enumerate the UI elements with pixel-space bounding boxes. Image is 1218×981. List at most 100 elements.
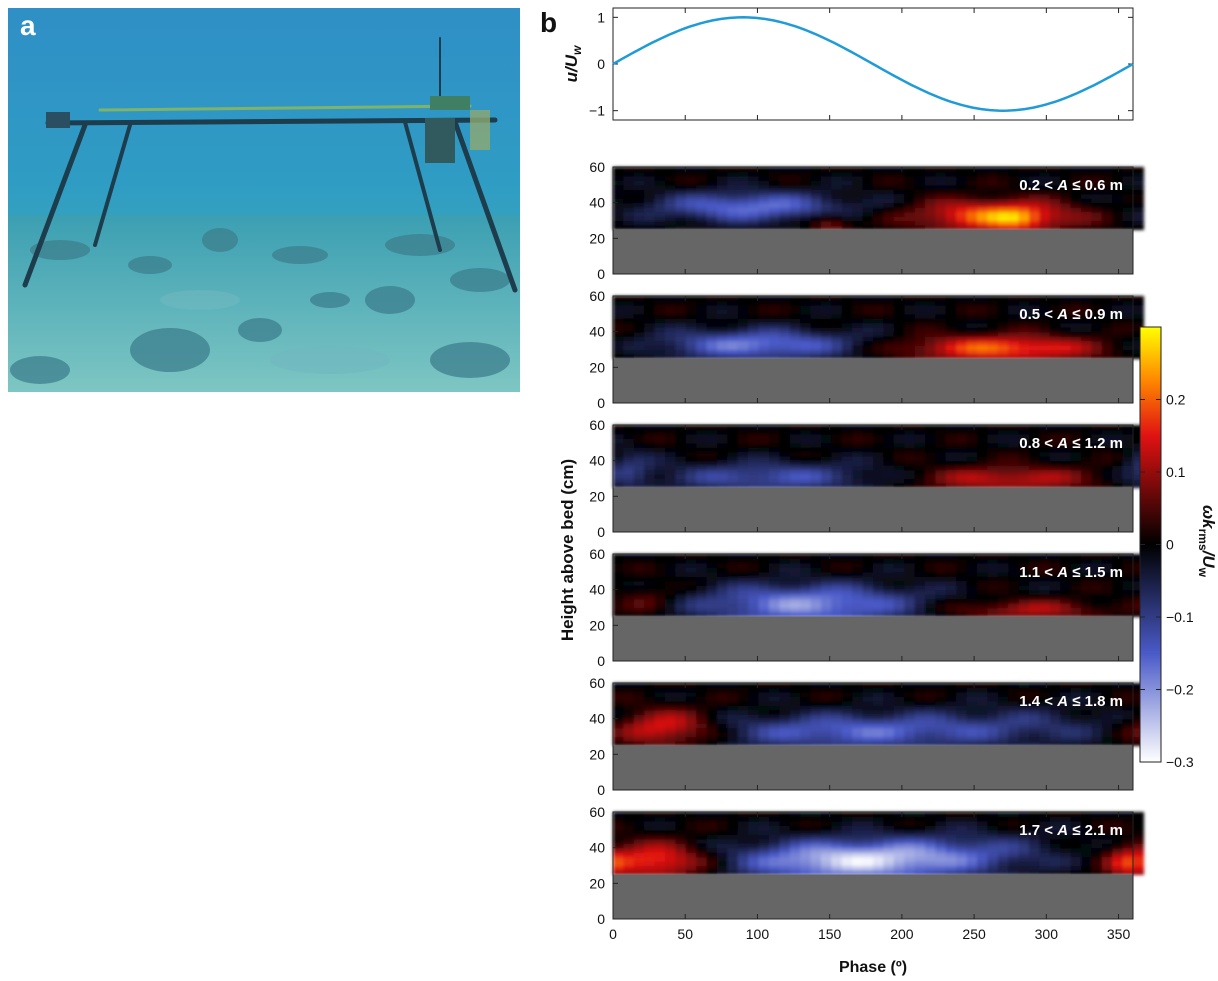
heatmap-cell: [1122, 198, 1134, 204]
heatmap-cell: [1133, 705, 1144, 711]
heatmap-cell: [987, 576, 999, 582]
heatmap-cell: [1039, 451, 1051, 457]
heatmap-cell: [769, 175, 780, 181]
heatmap-cell: [1070, 451, 1082, 457]
heatmap-cell: [1008, 687, 1020, 693]
heatmap-cell: [1091, 224, 1103, 231]
heatmap-cell: [1049, 598, 1061, 604]
heatmap-cell: [800, 594, 812, 600]
heatmap-cell: [789, 567, 801, 573]
heatmap-cell: [904, 861, 916, 867]
heatmap-cell: [1039, 696, 1051, 702]
heatmap-cell: [613, 812, 624, 818]
heatmap-cell: [1029, 589, 1040, 595]
heatmap-cell: [675, 607, 687, 613]
heatmap-cell: [956, 180, 968, 186]
heatmap-cell: [831, 438, 843, 444]
heatmap-cell: [966, 456, 978, 462]
heatmap-cell: [644, 696, 656, 702]
heatmap-cell: [1049, 736, 1061, 742]
heatmap-cell: [737, 220, 749, 226]
heatmap-cell: [1101, 585, 1113, 591]
heatmap-cell: [706, 852, 718, 858]
heatmap-cell: [800, 447, 812, 453]
heatmap-cell: [737, 460, 749, 466]
heatmap-cell: [1008, 207, 1020, 213]
heatmap-cell: [821, 300, 832, 306]
heatmap-cell: [675, 469, 687, 475]
heatmap-cell: [748, 433, 760, 439]
heatmap-cell: [613, 558, 624, 564]
heatmap-cell: [987, 313, 999, 319]
heatmap-cell: [1008, 589, 1020, 595]
heatmap-cell: [727, 856, 739, 862]
heatmap-cell: [873, 193, 884, 199]
heatmap-cell: [997, 714, 1009, 720]
heatmap-cell: [758, 607, 770, 613]
heatmap-cell: [758, 571, 770, 577]
heatmap-cell: [789, 345, 801, 351]
heatmap-cell: [1049, 482, 1061, 489]
heatmap-cell: [1060, 331, 1072, 337]
heatmap-cell: [706, 812, 718, 818]
heatmap-cell: [1081, 469, 1092, 475]
heatmap-cell: [841, 740, 853, 747]
heatmap-cell: [758, 345, 770, 351]
heatmap-cell: [873, 838, 884, 844]
heatmap-cell: [1101, 433, 1113, 439]
heatmap-cell: [737, 696, 749, 702]
heatmap-cell: [1018, 309, 1030, 315]
heatmap-cell: [966, 843, 978, 849]
heatmap-cell: [977, 189, 988, 195]
heatmap-cell: [1060, 300, 1072, 306]
heatmap-cell: [904, 198, 916, 204]
heatmap-cell: [685, 838, 697, 844]
heatmap-cell: [977, 451, 988, 457]
heatmap-cell: [654, 438, 666, 444]
heatmap-cell: [935, 732, 947, 738]
heatmap-cell: [883, 345, 895, 351]
heatmap-cell: [665, 318, 676, 324]
heatmap-cell: [873, 345, 884, 351]
heatmap-cell: [862, 309, 874, 315]
heatmap-cell: [1101, 607, 1113, 613]
heatmap-cell: [945, 834, 957, 840]
heatmap-cell: [727, 825, 739, 831]
heatmap-cell: [893, 216, 905, 222]
heatmap-cell: [789, 611, 801, 618]
heatmap-cell: [654, 825, 666, 831]
heatmap-cell: [758, 189, 770, 195]
heatmap-cell: [789, 211, 801, 217]
heatmap-cell: [1081, 309, 1092, 315]
heatmap-cell: [1091, 327, 1103, 333]
heatmap-cell: [748, 474, 760, 480]
heatmap-cell: [956, 723, 968, 729]
heatmap-cell: [1070, 425, 1082, 431]
heatmap-cell: [1070, 345, 1082, 351]
heatmap-cell: [1070, 220, 1082, 226]
heatmap-cell: [914, 594, 926, 600]
heatmap-cell: [789, 456, 801, 462]
heatmap-cell: [987, 554, 999, 560]
heatmap-cell: [789, 224, 801, 231]
heatmap-cell: [737, 207, 749, 213]
heatmap-cell: [696, 740, 708, 747]
heatmap-cell: [789, 429, 801, 435]
heatmap-cell: [1039, 567, 1051, 573]
heatmap-cell: [654, 816, 666, 822]
heatmap-cell: [852, 869, 864, 876]
heatmap-cell: [748, 180, 760, 186]
heatmap-cell: [862, 184, 874, 190]
heatmap-cell: [789, 723, 801, 729]
heatmap-cell: [1039, 691, 1051, 697]
heatmap-cell: [1112, 211, 1124, 217]
heatmap-cell: [675, 318, 687, 324]
heatmap-cell: [1029, 580, 1040, 586]
heatmap-cell: [873, 816, 884, 822]
heatmap-cell: [623, 736, 635, 742]
heatmap-cell: [685, 696, 697, 702]
heatmap-cell: [977, 825, 988, 831]
heatmap-cell: [696, 456, 708, 462]
heatmap-cell: [675, 727, 687, 733]
heatmap-cell: [1070, 304, 1082, 310]
